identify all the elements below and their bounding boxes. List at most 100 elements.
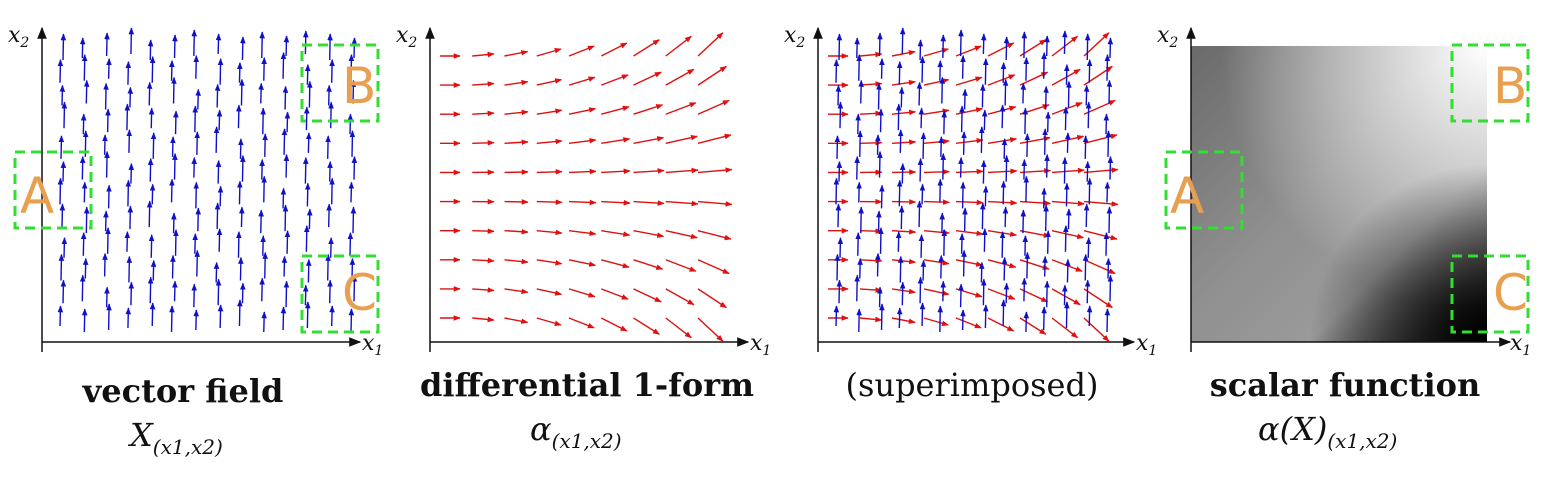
vector-arrow (217, 185, 224, 207)
vector-arrow (149, 56, 156, 83)
vector-arrow (191, 29, 198, 57)
vector-arrow (940, 280, 946, 302)
vector-arrow (280, 187, 287, 209)
caption-title: vector field (82, 372, 284, 410)
form-arrow (1051, 102, 1083, 115)
vector-arrow (260, 235, 266, 256)
vector-arrow (958, 29, 964, 57)
vector-arrow (938, 136, 944, 157)
vector-arrow (918, 234, 925, 258)
region-label-b: B (342, 57, 376, 115)
vector-arrow (261, 311, 267, 333)
vector-arrow (213, 126, 220, 153)
vector-arrow (999, 104, 1006, 129)
form-arrow (987, 42, 1015, 57)
vector-arrow (878, 227, 884, 254)
form-arrow (859, 228, 883, 234)
vector-arrow (302, 284, 309, 306)
vector-arrow (878, 108, 884, 133)
form-arrow (568, 199, 597, 206)
vector-arrow (960, 55, 966, 79)
vector-arrow (1062, 284, 1068, 306)
region-boxes: A B C (13, 43, 380, 334)
form-arrow (633, 317, 660, 335)
form-arrow (665, 167, 699, 174)
vector-arrow (170, 254, 176, 279)
vector-arrow (958, 283, 964, 308)
vector-arrow (1105, 130, 1112, 157)
form-arrow (504, 258, 529, 265)
vector-arrow (261, 175, 267, 203)
vector-arrow (237, 180, 243, 205)
vector-arrow (102, 134, 108, 155)
vector-arrow (149, 302, 156, 327)
vector-arrow (1106, 206, 1113, 234)
vector-arrow (1105, 257, 1112, 279)
axes: x1 x2 (396, 23, 771, 359)
vector-arrow (236, 104, 242, 129)
vector-arrow (60, 160, 67, 182)
vector-arrow (106, 184, 112, 209)
vector-arrow (1041, 306, 1047, 331)
form-arrow (568, 259, 597, 267)
form-arrow (1083, 32, 1110, 57)
vector-arrow (979, 83, 986, 108)
form-arrow (987, 137, 1018, 145)
vector-arrow (61, 101, 68, 129)
vector-arrow (329, 305, 335, 327)
vector-arrow (128, 281, 135, 306)
vector-arrow (1022, 235, 1029, 256)
form-arrow (601, 168, 631, 175)
form-arrow (504, 139, 529, 146)
vector-arrow (1044, 153, 1050, 178)
vector-arrow (128, 27, 135, 55)
vector-arrow (195, 88, 201, 110)
vector-arrow (304, 301, 311, 329)
vector-arrow (213, 261, 220, 283)
form-arrow (987, 288, 1016, 300)
form-arrow (665, 259, 697, 272)
form-arrow (504, 109, 529, 116)
vector-arrow (876, 82, 882, 110)
form-arrow (665, 317, 692, 339)
form-arrow (1019, 168, 1052, 174)
vector-arrow (258, 209, 264, 234)
vector-arrow (916, 81, 923, 106)
vector-arrow (1103, 232, 1110, 256)
region-box-b (300, 43, 380, 123)
vector-arrow (1084, 160, 1091, 182)
form-arrow (665, 102, 697, 115)
vector-arrow (837, 237, 844, 258)
form-arrow (891, 228, 917, 235)
form-arrow (633, 104, 664, 115)
vector-arrow (304, 182, 311, 207)
vector-arrow (106, 58, 112, 79)
vector-arrow (1045, 111, 1051, 133)
region-label-a: A (20, 167, 54, 225)
vector-arrow (980, 159, 987, 184)
vector-arrow (1041, 52, 1047, 79)
vector-arrow (1023, 57, 1030, 81)
vector-arrow (896, 307, 903, 329)
vector-arrow (858, 206, 864, 234)
vector-arrow (327, 279, 333, 304)
vector-arrow (126, 255, 133, 283)
vector-arrow (347, 113, 354, 135)
vector-arrow (326, 84, 332, 106)
vector-arrow (61, 237, 68, 258)
form-arrow (955, 137, 984, 145)
vector-arrow (896, 61, 903, 85)
vector-arrow (351, 274, 358, 302)
panel-vector-field: x1 x2 A B C vector field X(x1,x2) (8, 23, 383, 459)
form-arrow (536, 259, 563, 266)
vector-arrow (978, 261, 985, 283)
vector-arrow (81, 54, 88, 81)
vector-arrow (999, 231, 1006, 258)
vector-arrow (83, 79, 90, 104)
vector-arrow (192, 105, 199, 133)
vector-arrow (899, 281, 906, 306)
vector-arrow (125, 61, 132, 85)
vector-arrow (216, 228, 223, 252)
vector-arrow (1023, 175, 1030, 203)
vector-arrow (856, 181, 862, 203)
